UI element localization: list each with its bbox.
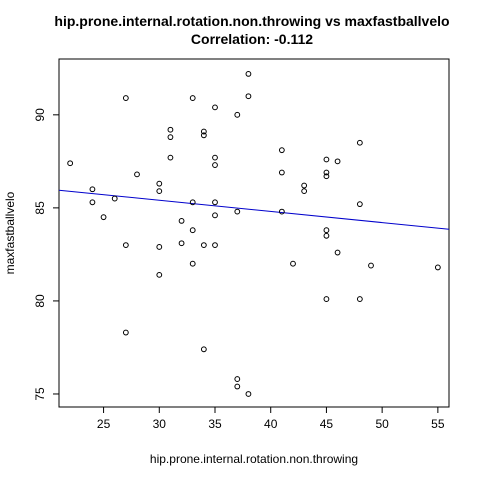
data-point — [368, 262, 374, 269]
x-tick-label: 30 — [153, 417, 167, 431]
data-point — [167, 126, 174, 133]
data-point — [156, 188, 163, 195]
data-point — [122, 95, 129, 101]
y-axis: 75 80 85 90 — [33, 108, 59, 401]
data-point — [356, 201, 363, 208]
data-point — [212, 199, 218, 206]
data-point — [212, 104, 218, 111]
data-point — [356, 296, 363, 302]
chart-title: hip.prone.internal.rotation.non.throwing… — [54, 13, 449, 29]
data-point — [212, 154, 218, 161]
data-point — [122, 329, 129, 336]
data-point — [200, 346, 207, 353]
data-point — [323, 232, 330, 239]
data-point — [356, 139, 363, 146]
data-point — [189, 95, 196, 101]
regression-line — [58, 189, 450, 230]
data-point — [212, 242, 218, 248]
data-point — [234, 376, 241, 382]
data-point — [212, 162, 218, 168]
data-point — [89, 186, 96, 193]
y-axis-label: maxfastballvelo — [3, 191, 17, 274]
data-point — [234, 111, 241, 118]
y-tick-label: 85 — [33, 201, 47, 215]
data-point — [323, 296, 330, 302]
data-point — [323, 156, 330, 163]
data-point — [111, 195, 118, 202]
data-point — [200, 128, 207, 135]
data-point — [200, 132, 207, 139]
chart-subtitle: Correlation: -0.112 — [191, 31, 313, 47]
data-points — [67, 70, 441, 397]
data-point — [100, 214, 107, 221]
data-point — [278, 147, 285, 154]
x-tick-label: 55 — [431, 417, 445, 431]
data-point — [156, 271, 163, 278]
data-point — [122, 242, 129, 248]
data-point — [67, 160, 74, 167]
data-point — [434, 264, 441, 271]
data-point — [301, 188, 308, 195]
data-point — [323, 169, 330, 176]
data-point — [189, 227, 196, 234]
data-point — [301, 182, 308, 189]
data-point — [245, 70, 252, 77]
x-tick-label: 40 — [264, 417, 278, 431]
data-point — [323, 173, 330, 180]
data-point — [334, 249, 341, 256]
data-point — [178, 240, 185, 247]
y-tick-label: 75 — [33, 387, 47, 401]
x-tick-label: 45 — [320, 417, 334, 431]
data-point — [167, 134, 174, 141]
data-point — [234, 208, 241, 215]
data-point — [245, 391, 252, 397]
plot-area-frame — [58, 58, 450, 408]
data-point — [200, 242, 207, 248]
x-tick-label: 50 — [375, 417, 389, 431]
regression-line-group — [58, 189, 450, 230]
data-point — [189, 199, 196, 206]
y-tick-label: 90 — [33, 108, 47, 122]
data-point — [334, 158, 341, 165]
data-point — [178, 218, 185, 224]
data-point — [134, 171, 140, 178]
data-point — [323, 227, 330, 234]
data-point — [212, 212, 218, 219]
x-axis-label: hip.prone.internal.rotation.non.throwing — [150, 452, 358, 466]
data-point — [290, 260, 296, 267]
data-point — [278, 169, 285, 176]
data-point — [167, 154, 174, 161]
data-point — [156, 180, 163, 187]
x-tick-label: 25 — [97, 417, 111, 431]
data-point — [156, 244, 163, 250]
x-tick-label: 35 — [208, 417, 222, 431]
y-tick-label: 80 — [33, 294, 47, 308]
data-point — [189, 260, 196, 267]
x-axis: 25 30 35 40 45 50 55 — [97, 407, 445, 431]
data-point — [278, 208, 285, 215]
data-point — [89, 199, 96, 206]
data-point — [234, 383, 241, 390]
data-point — [245, 93, 252, 100]
